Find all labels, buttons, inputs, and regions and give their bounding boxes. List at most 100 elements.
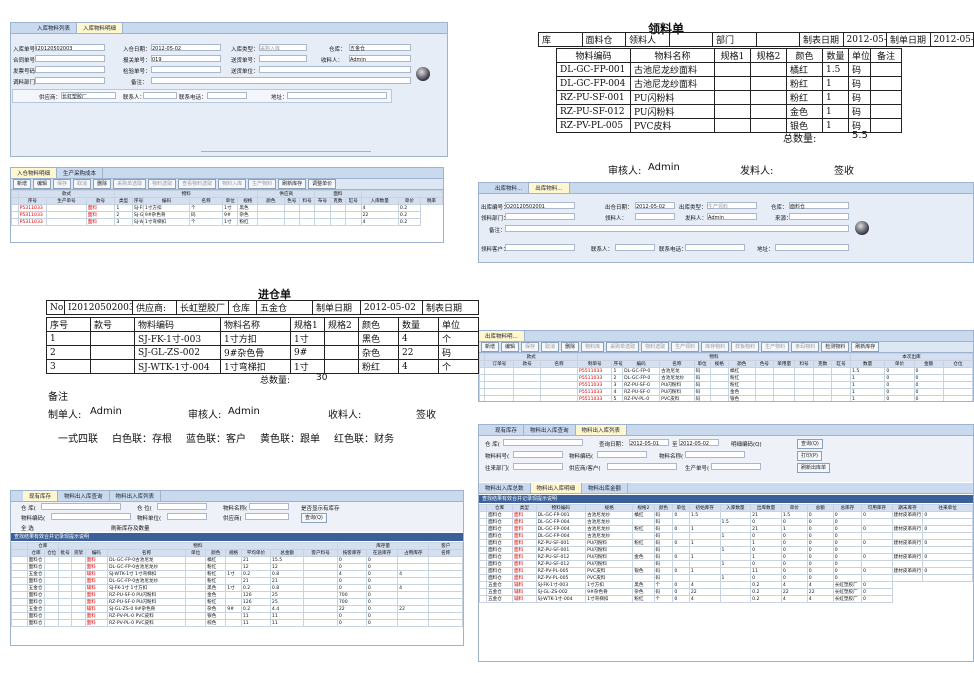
toolbar-button[interactable]: 删除	[561, 342, 580, 352]
tab-out-material-detail[interactable]: 出库物料明...	[479, 331, 525, 341]
delivery-no-field[interactable]	[259, 55, 307, 62]
q-tab-stock-query[interactable]: 物料出入库查询	[524, 425, 576, 435]
q-tab-stock-list[interactable]: 物料出入库列表	[575, 425, 628, 435]
tab-stock-query[interactable]: 物料出入库查询	[58, 491, 110, 501]
toolbar-button[interactable]: 物料库	[581, 342, 605, 352]
refresh-stock-qty-link[interactable]: 刷新库存及数量	[111, 526, 150, 532]
toolbar-button[interactable]: 新增	[481, 342, 500, 352]
table-row[interactable]: 五金仓 辅料 SJ-WTK-1寸 1寸弯梯扣 粉红 1寸 0.2 0.8 4 0 4	[11, 570, 463, 578]
customs-no-field[interactable]: 019	[151, 55, 221, 63]
q-supplier-input[interactable]	[607, 463, 677, 470]
table-row[interactable]: P5511033 3 RZ-PU-SF-0 PU闪粉料码粉红 1 0 0	[479, 381, 973, 389]
edit-button[interactable]: 编辑	[33, 179, 52, 189]
contract-no-field[interactable]	[35, 55, 105, 62]
out-remark-field[interactable]	[505, 225, 849, 232]
toolbar-button[interactable]: 库存物料	[701, 342, 730, 352]
table-row[interactable]: 面料仓 面料 RZ-PV-PL-005 PVC皮料 银色码 0 1 11 0 0 0 0 建材皮革商行 0	[479, 567, 973, 575]
invoice-no-field[interactable]	[35, 66, 105, 73]
q-dept-input[interactable]	[513, 463, 563, 470]
address-field[interactable]	[287, 92, 387, 99]
out-warehouse-select[interactable]: 面料仓	[789, 202, 849, 210]
toolbar-button[interactable]: 采购单选取	[606, 342, 640, 352]
receiver-field[interactable]: Admin	[349, 55, 411, 63]
table-row[interactable]: 五金仓 辅料 SJ-GL-ZS-0 9#杂色骨 杂色 9# 0.2 4.4 22 0 22	[11, 605, 463, 613]
tab-current-stock[interactable]: 现有库存	[23, 491, 59, 501]
filter-location-input[interactable]	[157, 503, 207, 510]
table-row[interactable]: 五金仓 辅料 SJ-GL-ZS-002 9#杂色骨 杂色码 0 22 0.2 22 22 长虹塑胶厂…	[479, 588, 973, 596]
delivery-unit-field[interactable]	[259, 66, 411, 73]
toolbar-button[interactable]: 取消	[541, 342, 560, 352]
table-row[interactable]: 面料仓 面料 DL-GC-FP-0古池尼龙 橘红 21 15.5 0 0	[11, 556, 463, 564]
tab-out-detail[interactable]: 出库物料...	[529, 183, 570, 193]
in-no-field[interactable]: I20120502003	[35, 44, 105, 52]
subtab-amount[interactable]: 物料出库金额	[582, 483, 629, 493]
table-row[interactable]: 2 SJ-GL-ZS-002 9#杂色骨 9# 杂色 22 码	[46, 345, 479, 360]
table-row[interactable]: 1 SJ-FK-1寸-003 1寸方扣 1寸 黑色 4 个	[46, 331, 479, 346]
toolbar-button[interactable]: 样板物料	[731, 342, 760, 352]
out-no-field[interactable]: O20120502001	[505, 202, 575, 210]
q-material-no-input[interactable]	[513, 451, 563, 458]
out-customer-field[interactable]	[505, 244, 575, 251]
select-all-checkbox[interactable]: 全 选	[21, 526, 34, 532]
stock-query-button[interactable]: 查询(Q)	[301, 513, 327, 523]
table-row[interactable]: 五金仓 辅料 SJ-WTK-1寸-004 1寸弯梯扣 粉红个 0 4 0.2 4 4 长虹塑胶厂 0	[479, 595, 973, 603]
tab-stock-list[interactable]: 物料出入库列表	[110, 491, 162, 501]
remark-field[interactable]	[151, 77, 411, 84]
filter-unit-input[interactable]	[167, 513, 207, 520]
toolbar-button[interactable]: 物料选取	[641, 342, 670, 352]
tab-in-material-detail[interactable]: 入仓物料明细	[11, 168, 58, 178]
out-settings-gear-icon[interactable]	[855, 221, 869, 235]
delete-button[interactable]: 删除	[93, 179, 112, 189]
q-tab-current-stock[interactable]: 现有库存	[489, 425, 525, 435]
toolbar-button[interactable]: 保存	[521, 342, 540, 352]
out-address-field[interactable]	[775, 244, 849, 251]
q-date-to[interactable]: 2012-05-02	[679, 439, 719, 447]
table-row[interactable]: 五金仓 辅料 SJ-FK-1寸-003 1寸方扣 黑色个 0 4 0.2 4 4 长虹塑胶厂 0	[479, 581, 973, 589]
tab-production-cost[interactable]: 生产采购成本	[57, 168, 104, 178]
q-code-input[interactable]	[597, 451, 647, 458]
out-contact-field[interactable]	[615, 244, 655, 251]
inspection-no-field[interactable]	[151, 66, 221, 73]
phone-field[interactable]	[207, 92, 247, 99]
table-row[interactable]: 面料仓 面料 RZ-PU-SF-001 PU闪粉料 粉红码 0 1 1 0 0 0 0 建材皮革商行 0	[479, 539, 973, 547]
table-row[interactable]: 面料仓 面料 RZ-PV-PL-0 PVC皮料 银色 11 11 0 0	[11, 612, 463, 620]
issuer-field[interactable]: Admin	[707, 213, 757, 221]
table-row[interactable]: P5511033 1 DL-GC-FP-0 古池尼龙码橘红 1.5 0 0	[479, 367, 973, 375]
q-name-input[interactable]	[685, 451, 745, 458]
production-material-button[interactable]: 生产物料	[248, 179, 277, 189]
show-stock-checkbox[interactable]: 是否显示有库存	[301, 506, 340, 512]
out-dept-field[interactable]	[505, 213, 575, 220]
save-button[interactable]: 保存	[53, 179, 72, 189]
table-row[interactable]: 面料仓 面料 DL-GC-FP-001 古池尼龙纱 橘红码 0 1.5 21 1.5 0 0 0 建材皮…	[479, 511, 973, 519]
subtab-total[interactable]: 物料出入库总数	[479, 483, 531, 493]
q-order-no-input[interactable]	[711, 463, 761, 470]
table-row[interactable]: RZ-PU-SF-001 PU闪粉料 粉红 1 码	[556, 90, 902, 105]
table-row[interactable]: 面料仓 面料 RZ-PV-PL-0 PVC皮料 棕色 11 11 0 0	[11, 619, 463, 627]
table-row[interactable]: RZ-PU-SF-012 PU闪粉料 金色 1 码	[556, 104, 902, 119]
in-type-select[interactable]: 采购入库	[259, 44, 307, 52]
refresh-stock-button[interactable]: 刷新库存	[278, 179, 307, 189]
table-row[interactable]: 面料仓 面料 DL-GC-FP-004 古池尼龙纱码 1.5 0 0 0 0	[479, 518, 973, 526]
table-row[interactable]: 面料仓 面料 RZ-PU-SF-0 PU闪粉料 金色 126 25 700 0	[11, 591, 463, 599]
in-date-field[interactable]: 2012-05-02	[151, 44, 221, 52]
toolbar-button[interactable]: 条码物料	[791, 342, 820, 352]
table-row[interactable]: 面料仓 面料 DL-GC-FP-004 古池尼龙纱 粉红码 0 1 21 1 0 0 0 建材皮革商行 0	[479, 525, 973, 533]
table-row[interactable]: 面料仓 面料 RZ-PU-SF-001 PU闪粉料码 1 0 0 0 0	[479, 546, 973, 554]
out-type-select[interactable]: 生产领料	[707, 202, 757, 210]
toolbar-button[interactable]: 刷新库存	[851, 342, 880, 352]
view-material-button[interactable]: 查看物料选取	[178, 179, 217, 189]
table-row[interactable]: P5511033 2 DL-GC-FP-0 古池尼龙纱码粉红 1 0 0	[479, 374, 973, 382]
toolbar-button[interactable]: 编辑	[501, 342, 520, 352]
table-row[interactable]: DL-GC-FP-004 古池尼龙纱面料 粉红 1 码	[556, 76, 902, 91]
out-date-field[interactable]: 2012-05-02	[635, 202, 675, 210]
q-print-button[interactable]: 打印(P)	[797, 451, 822, 461]
filter-warehouse-input[interactable]	[41, 503, 121, 510]
toolbar-button[interactable]: 检测物料	[821, 342, 850, 352]
contact-field[interactable]	[143, 92, 177, 99]
q-warehouse-input[interactable]	[503, 439, 583, 446]
add-button[interactable]: 新增	[13, 179, 32, 189]
table-row[interactable]: DL-GC-FP-001 古池尼龙纱面料 橘红 1.5 码	[556, 62, 902, 77]
